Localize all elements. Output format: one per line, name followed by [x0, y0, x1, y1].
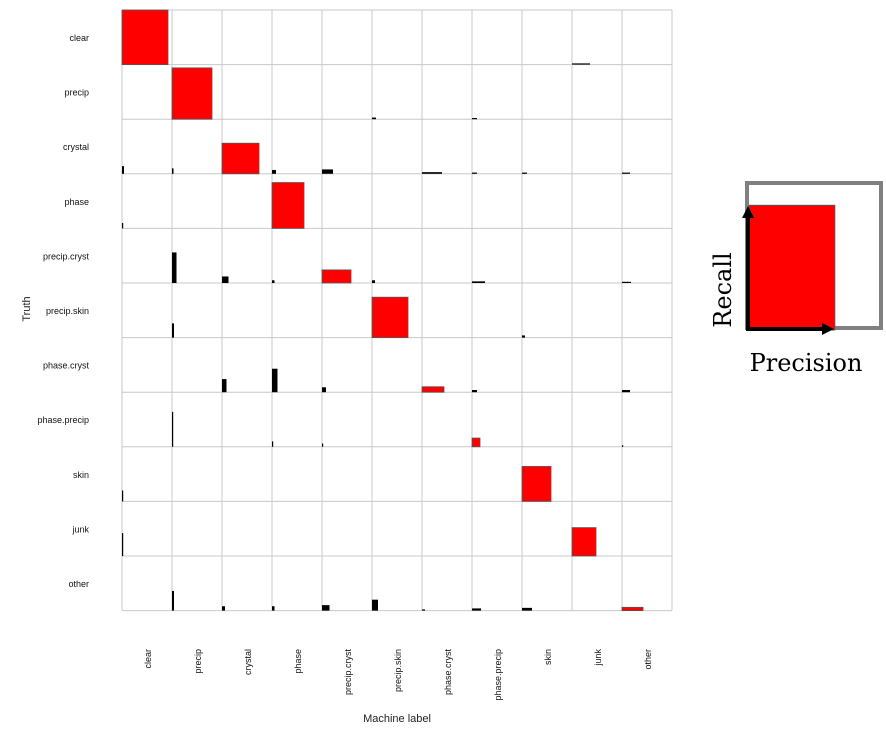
cell-phase.cryst-crystal — [222, 379, 227, 393]
y-tick-label: precip.skin — [46, 306, 89, 316]
y-tick-label: junk — [71, 524, 89, 534]
cell-phase.precip-precip.cryst — [322, 443, 324, 447]
y-tick-label: phase.cryst — [43, 361, 90, 371]
cell-other-phase — [272, 606, 275, 611]
cell-phase-clear — [122, 222, 124, 229]
y-axis-title: Truth — [21, 296, 33, 321]
cell-phase.cryst-phase — [272, 368, 278, 393]
cell-skin-skin — [521, 466, 552, 502]
cell-phase.precip-other — [622, 445, 624, 447]
legend-precision-label: Precision — [750, 349, 863, 377]
y-tick-label: skin — [73, 470, 89, 480]
cell-phase.cryst-other — [622, 390, 630, 393]
cell-precip-precip.skin — [372, 117, 376, 120]
x-tick-label: crystal — [243, 649, 253, 675]
y-tick-label: phase.precip — [37, 415, 89, 425]
cell-precip.cryst-precip.cryst — [321, 269, 352, 284]
cell-crystal-clear — [122, 166, 124, 174]
cell-clear-clear — [121, 9, 169, 65]
cell-junk-clear — [122, 533, 124, 556]
x-tick-label: clear — [143, 649, 153, 669]
cell-precip.skin-skin — [522, 335, 525, 338]
y-tick-label: crystal — [63, 142, 89, 152]
x-tick-label: other — [643, 649, 653, 670]
cell-precip.skin-precip — [172, 323, 174, 338]
cell-precip.cryst-crystal — [222, 276, 229, 283]
cell-phase-phase — [271, 182, 305, 229]
cell-crystal-phase.precip — [472, 172, 477, 174]
x-axis-title: Machine label — [363, 713, 431, 725]
x-tick-label: precip.skin — [393, 649, 403, 692]
y-tick-label: precip — [64, 88, 89, 98]
cell-crystal-crystal — [221, 142, 260, 175]
cell-phase.cryst-phase.cryst — [421, 386, 445, 393]
cell-precip.skin-precip.skin — [371, 296, 409, 339]
x-tick-label: phase.precip — [493, 649, 503, 701]
cell-clear-junk — [572, 63, 590, 65]
cell-other-phase.cryst — [422, 609, 425, 611]
y-tick-label: other — [68, 579, 89, 589]
x-tick-label: precip — [193, 649, 203, 674]
x-tick-label: phase.cryst — [443, 649, 453, 696]
cell-phase.cryst-precip.cryst — [322, 387, 326, 393]
cell-other-phase.precip — [472, 608, 481, 611]
x-tick-label: skin — [543, 649, 553, 665]
x-tick-label: phase — [293, 649, 303, 674]
cell-crystal-other — [622, 172, 630, 174]
cell-crystal-skin — [522, 172, 527, 174]
cell-junk-junk — [571, 527, 597, 557]
cell-crystal-precip — [172, 168, 174, 174]
y-tick-labels: clear precip crystal phase precip.cryst preci… — [37, 33, 89, 589]
cell-precip.cryst-phase.precip — [472, 281, 485, 283]
x-tick-label: precip.cryst — [343, 649, 353, 696]
cell-phase.precip-phase.precip — [471, 437, 481, 448]
cell-phase.precip-precip — [172, 411, 174, 447]
legend-recall-label: Recall — [709, 252, 737, 327]
cell-other-skin — [522, 607, 532, 611]
legend-precision-arrowhead — [822, 323, 834, 335]
precision-recall-legend: Recall Precision — [709, 181, 883, 377]
cell-precip.cryst-phase — [272, 280, 275, 283]
cell-skin-clear — [122, 490, 124, 502]
legend-example-rect — [748, 204, 836, 331]
cell-other-precip.skin — [372, 599, 378, 611]
y-tick-label: precip.cryst — [43, 251, 90, 261]
y-tick-label: clear — [69, 33, 89, 43]
cell-crystal-precip.cryst — [322, 169, 333, 174]
x-tick-labels: clear precip crystal phase precip.cryst preci… — [143, 649, 653, 701]
cell-crystal-phase — [272, 169, 276, 174]
x-tick-label: junk — [593, 649, 603, 667]
cell-rectangles — [121, 9, 644, 611]
legend-recall-arrowhead — [742, 206, 754, 218]
cell-precip-phase.precip — [472, 118, 477, 120]
cell-precip.cryst-other — [622, 281, 631, 283]
cell-precip.cryst-precip.skin — [372, 280, 375, 283]
cell-other-other — [621, 606, 644, 611]
cell-phase.precip-phase — [272, 441, 274, 447]
cell-other-crystal — [222, 606, 225, 611]
cell-other-precip.cryst — [322, 605, 330, 611]
cell-other-precip — [172, 590, 174, 611]
cell-precip.cryst-precip — [172, 252, 177, 283]
cell-phase.cryst-phase.precip — [472, 390, 477, 393]
cell-precip-precip — [171, 67, 213, 120]
cell-crystal-phase.cryst — [422, 172, 442, 174]
y-tick-label: phase — [64, 197, 89, 207]
